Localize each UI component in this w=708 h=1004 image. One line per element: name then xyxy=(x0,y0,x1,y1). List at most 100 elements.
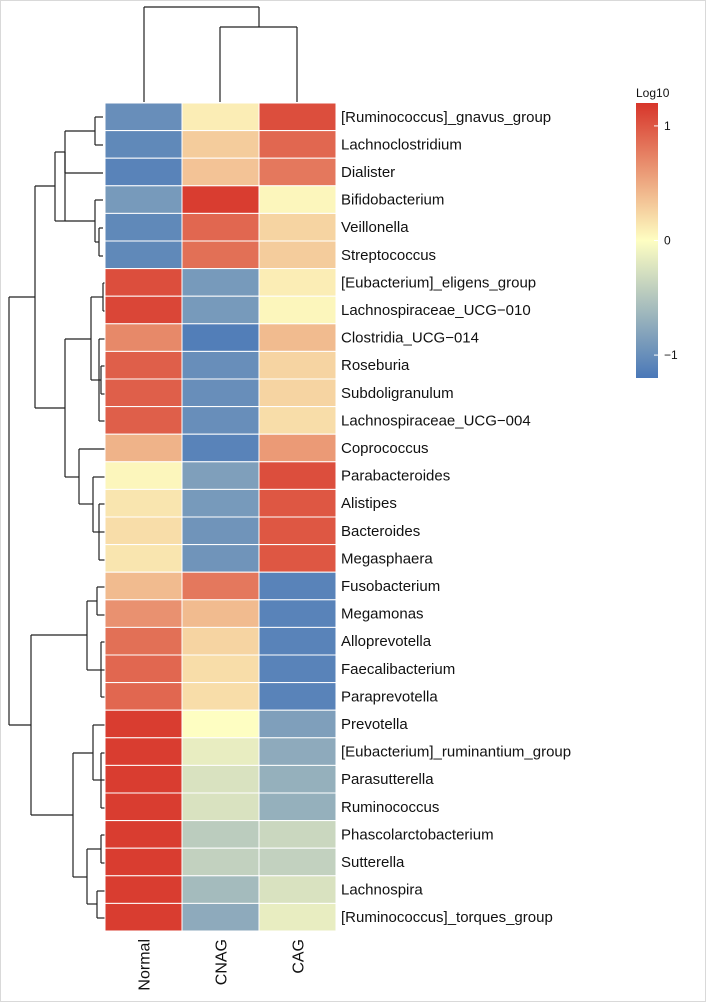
heatmap-cell-normal-row-17 xyxy=(104,544,183,573)
row-label: Lachnoclostridium xyxy=(341,136,462,153)
heatmap-cell-cnag-row-28 xyxy=(181,847,260,877)
heatmap-cell-cnag-row-7 xyxy=(181,268,260,297)
heatmap-cell-normal-row-26 xyxy=(104,792,183,822)
heatmap-cell-normal-row-30 xyxy=(104,902,183,932)
heatmap-cell-cag-row-18 xyxy=(258,571,337,601)
heatmap-cell-cnag-row-27 xyxy=(181,820,260,849)
heatmap-cell-cag-row-19 xyxy=(258,599,337,628)
row-label: Alloprevotella xyxy=(341,633,432,650)
heatmap-cell-cag-row-6 xyxy=(258,240,337,270)
row-label: Faecalibacterium xyxy=(341,661,455,678)
heatmap-cell-normal-row-8 xyxy=(104,295,183,325)
row-label: Lachnospira xyxy=(341,882,423,899)
column-label-cnag: CNAG xyxy=(214,939,231,985)
heatmap-cell-cnag-row-6 xyxy=(181,240,260,270)
heatmap-cell-cag-row-26 xyxy=(258,792,337,822)
row-label: Sutterella xyxy=(341,854,405,871)
heatmap-cell-normal-row-3 xyxy=(104,157,183,187)
legend-title: Log10 xyxy=(636,86,670,100)
heatmap-cell-normal-row-7 xyxy=(104,268,183,297)
heatmap-cell-normal-row-24 xyxy=(104,737,183,766)
heatmap-cell-normal-row-22 xyxy=(104,682,183,711)
heatmap-cell-normal-row-2 xyxy=(104,130,183,159)
row-label: Megasphaera xyxy=(341,550,433,567)
heatmap-cell-cag-row-21 xyxy=(258,654,337,684)
heatmap-cell-cnag-row-3 xyxy=(181,157,260,187)
row-label: [Ruminococcus]_torques_group xyxy=(341,909,553,926)
heatmap-cell-normal-row-15 xyxy=(104,488,183,518)
heatmap-cell-cag-row-16 xyxy=(258,516,337,546)
heatmap-cell-cag-row-24 xyxy=(258,737,337,766)
heatmap-cell-cnag-row-2 xyxy=(181,130,260,159)
heatmap-cell-cag-row-14 xyxy=(258,461,337,490)
heatmap-cell-cnag-row-30 xyxy=(181,902,260,932)
heatmap-cell-cnag-row-5 xyxy=(181,212,260,242)
row-label: [Eubacterium]_ruminantium_group xyxy=(341,744,571,761)
color-legend: Log10 −1 0 1 xyxy=(636,86,678,378)
heatmap-cell-cag-row-7 xyxy=(258,268,337,297)
heatmap-cell-cnag-row-23 xyxy=(181,709,260,739)
row-label: Ruminococcus xyxy=(341,799,439,816)
heatmap-cell-cnag-row-9 xyxy=(181,323,260,352)
heatmap-cell-cag-row-23 xyxy=(258,709,337,739)
row-label: Bacteroides xyxy=(341,523,420,540)
row-dendrogram xyxy=(8,116,105,919)
heatmap-cell-normal-row-23 xyxy=(104,709,183,739)
row-label: Fusobacterium xyxy=(341,578,440,595)
row-labels: [Ruminococcus]_gnavus_group Lachnoclostri… xyxy=(341,109,571,926)
heatmap-cell-normal-row-16 xyxy=(104,516,183,546)
row-label: Lachnospiraceae_UCG−010 xyxy=(341,302,531,319)
row-label: Parabacteroides xyxy=(341,468,450,485)
heatmap-cell-cnag-row-25 xyxy=(181,764,260,794)
heatmap-cell-cag-row-9 xyxy=(258,323,337,352)
heatmap-cell-cag-row-28 xyxy=(258,847,337,877)
heatmap-cell-cag-row-30 xyxy=(258,902,337,932)
row-label: Subdoligranulum xyxy=(341,385,454,402)
legend-colorbar xyxy=(636,103,658,378)
heatmap-cell-cag-row-1 xyxy=(258,102,337,132)
heatmap-cell-cnag-row-26 xyxy=(181,792,260,822)
heatmap-cell-cnag-row-16 xyxy=(181,516,260,546)
column-label-normal: Normal xyxy=(137,939,154,991)
heatmap-cell-normal-row-27 xyxy=(104,820,183,849)
heatmap-cell-cag-row-27 xyxy=(258,820,337,849)
heatmap-cell-cag-row-15 xyxy=(258,488,337,518)
legend-ticks: −1 0 1 xyxy=(654,119,678,362)
heatmap-cell-cnag-row-19 xyxy=(181,599,260,628)
heatmap-cell-cnag-row-13 xyxy=(181,433,260,463)
heatmap-cell-normal-row-14 xyxy=(104,461,183,490)
heatmap-cell-normal-row-29 xyxy=(104,875,183,904)
heatmap-cell-normal-row-21 xyxy=(104,654,183,684)
row-label: Coprococcus xyxy=(341,440,429,457)
heatmap-cell-cag-row-29 xyxy=(258,875,337,904)
heatmap-cell-normal-row-5 xyxy=(104,212,183,242)
heatmap-cell-cnag-row-11 xyxy=(181,378,260,408)
heatmap-cell-cnag-row-29 xyxy=(181,875,260,904)
heatmap-cell-cag-row-13 xyxy=(258,433,337,463)
row-label: Parasutterella xyxy=(341,771,434,788)
heatmap-cell-cag-row-3 xyxy=(258,157,337,187)
heatmap-cell-normal-row-6 xyxy=(104,240,183,270)
heatmap-cell-cnag-row-20 xyxy=(181,626,260,656)
heatmap-cell-cnag-row-8 xyxy=(181,295,260,325)
row-label: Bifidobacterium xyxy=(341,192,444,209)
heatmap-cell-cnag-row-12 xyxy=(181,406,260,435)
heatmap-cell-cnag-row-10 xyxy=(181,350,260,380)
heatmap-cell-normal-row-19 xyxy=(104,599,183,628)
heatmap-cell-cag-row-20 xyxy=(258,626,337,656)
column-dendrogram xyxy=(143,6,298,102)
row-label: Megamonas xyxy=(341,606,424,623)
row-label: Roseburia xyxy=(341,357,410,374)
heatmap-cell-normal-row-28 xyxy=(104,847,183,877)
heatmap-cell-cnag-row-15 xyxy=(181,488,260,518)
legend-tick-label: −1 xyxy=(664,348,678,362)
row-label: [Eubacterium]_eligens_group xyxy=(341,274,536,291)
heatmap-cell-cag-row-5 xyxy=(258,212,337,242)
row-label: Paraprevotella xyxy=(341,688,438,705)
heatmap-cell-normal-row-25 xyxy=(104,764,183,794)
heatmap-cell-normal-row-9 xyxy=(104,323,183,352)
heatmap-cell-cag-row-22 xyxy=(258,682,337,711)
heatmap-cell-normal-row-13 xyxy=(104,433,183,463)
